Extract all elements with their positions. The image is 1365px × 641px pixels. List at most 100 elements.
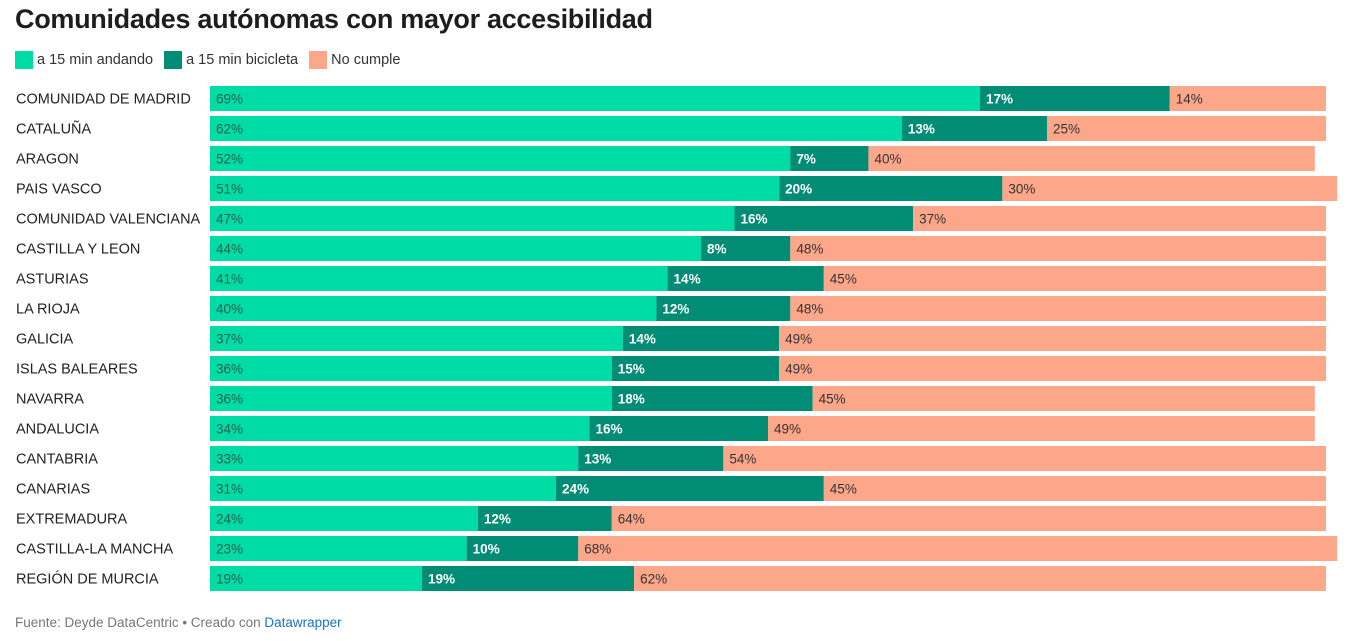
bar-segment-none xyxy=(823,476,1326,501)
category-label: CASTILLA Y LEON xyxy=(16,242,140,258)
bar-segment-none xyxy=(578,536,1338,561)
bar-segment-walk xyxy=(210,206,735,231)
bar-segment-bike xyxy=(622,326,780,351)
data-label-none: 54% xyxy=(729,452,756,467)
data-label-walk: 47% xyxy=(216,212,243,227)
data-label-bike: 10% xyxy=(473,542,500,557)
data-label-walk: 40% xyxy=(216,302,243,317)
chart-title: Comunidades autónomas con mayor accesibi… xyxy=(15,4,653,34)
bar-segment-none xyxy=(723,446,1326,471)
legend-label-bike: a 15 min bicicleta xyxy=(186,52,299,68)
data-label-bike: 8% xyxy=(707,242,727,257)
footer: Fuente: Deyde DataCentric • Creado con D… xyxy=(15,615,342,630)
bar-segment-bike xyxy=(667,266,824,291)
bar-row: ANDALUCIA 34% 16% 49% xyxy=(16,416,1315,441)
bar-segment-bike xyxy=(980,86,1170,111)
bar-row: REGIÓN DE MURCIA 19% 19% 62% xyxy=(16,566,1326,591)
data-label-none: 64% xyxy=(618,512,645,527)
data-label-bike: 14% xyxy=(674,272,701,287)
data-label-bike: 24% xyxy=(562,482,589,497)
data-label-walk: 36% xyxy=(216,392,243,407)
bar-segment-walk xyxy=(210,386,612,411)
bar-segment-bike xyxy=(656,296,791,321)
bar-segment-none xyxy=(812,386,1315,411)
legend-item-walk: a 15 min andando xyxy=(15,51,153,69)
data-label-walk: 69% xyxy=(216,92,243,107)
bar-segment-walk xyxy=(210,536,467,561)
bar-row: ISLAS BALEARES 36% 15% 49% xyxy=(16,356,1326,381)
bar-segment-walk xyxy=(210,116,902,141)
data-label-bike: 16% xyxy=(741,212,768,227)
data-label-none: 62% xyxy=(640,572,667,587)
bar-segment-walk xyxy=(210,476,556,501)
data-label-none: 14% xyxy=(1176,92,1203,107)
bar-segment-bike xyxy=(589,416,768,441)
data-label-none: 45% xyxy=(819,392,846,407)
data-label-bike: 12% xyxy=(484,512,511,527)
category-label: PAIS VASCO xyxy=(16,182,102,198)
category-label: COMUNIDAD VALENCIANA xyxy=(16,212,201,228)
datawrapper-link[interactable]: Datawrapper xyxy=(264,615,342,630)
data-label-walk: 62% xyxy=(216,122,243,137)
bar-segment-walk xyxy=(210,146,791,171)
bar-segment-walk xyxy=(210,236,702,261)
bar-segment-none xyxy=(790,296,1326,321)
data-label-bike: 15% xyxy=(618,362,645,377)
data-label-walk: 37% xyxy=(216,332,243,347)
category-label: ISLAS BALEARES xyxy=(16,362,138,378)
data-label-bike: 17% xyxy=(986,92,1013,107)
data-label-none: 30% xyxy=(1008,182,1035,197)
category-label: COMUNIDAD DE MADRID xyxy=(16,92,191,108)
bar-row: CANTABRIA 33% 13% 54% xyxy=(16,446,1326,471)
bar-row: CASTILLA-LA MANCHA 23% 10% 68% xyxy=(16,536,1338,561)
bar-segment-walk xyxy=(210,296,657,321)
legend-swatch-walk xyxy=(15,51,33,69)
data-label-bike: 20% xyxy=(785,182,812,197)
data-label-bike: 16% xyxy=(595,422,622,437)
bar-segment-bike xyxy=(555,476,824,501)
bar-segment-walk xyxy=(210,506,478,531)
bar-segment-bike xyxy=(477,506,612,531)
bar-row: COMUNIDAD DE MADRID 69% 17% 14% xyxy=(16,86,1326,111)
bar-segment-bike xyxy=(611,356,780,381)
bar-segment-bike xyxy=(611,386,813,411)
legend-item-bike: a 15 min bicicleta xyxy=(164,51,298,69)
data-label-none: 48% xyxy=(796,302,823,317)
category-label: CANARIAS xyxy=(16,482,90,498)
data-label-walk: 44% xyxy=(216,242,243,257)
legend-label-walk: a 15 min andando xyxy=(37,52,154,68)
data-label-walk: 41% xyxy=(216,272,243,287)
bar-segment-bike xyxy=(466,536,579,561)
bar-segment-walk xyxy=(210,566,423,591)
bar-row: EXTREMADURA 24% 12% 64% xyxy=(16,506,1326,531)
data-label-bike: 19% xyxy=(428,572,455,587)
data-label-bike: 14% xyxy=(629,332,656,347)
category-label: ARAGON xyxy=(16,152,79,168)
data-label-none: 49% xyxy=(785,362,812,377)
data-label-bike: 13% xyxy=(908,122,935,137)
data-label-walk: 36% xyxy=(216,362,243,377)
bar-row: CASTILLA Y LEON 44% 8% 48% xyxy=(16,236,1326,261)
data-label-none: 25% xyxy=(1053,122,1080,137)
data-label-none: 48% xyxy=(796,242,823,257)
data-label-none: 49% xyxy=(774,422,801,437)
category-label: NAVARRA xyxy=(16,392,84,408)
legend-swatch-bike xyxy=(164,51,183,69)
legend-item-none: No cumple xyxy=(309,51,400,69)
bar-segment-none xyxy=(768,416,1315,441)
bar-segment-none xyxy=(611,506,1326,531)
data-label-walk: 33% xyxy=(216,452,243,467)
bar-segment-walk xyxy=(210,266,668,291)
data-label-walk: 51% xyxy=(216,182,243,197)
bar-segment-none xyxy=(779,326,1326,351)
stacked-bar-chart: COMUNIDAD DE MADRID 69% 17% 14% CATALUÑA 62% 1… xyxy=(16,86,1338,591)
bar-segment-none xyxy=(790,236,1326,261)
legend-label-none: No cumple xyxy=(331,52,401,68)
data-label-bike: 13% xyxy=(584,452,611,467)
data-label-bike: 7% xyxy=(796,152,816,167)
bar-segment-walk xyxy=(210,86,981,111)
bar-row: GALICIA 37% 14% 49% xyxy=(16,326,1326,351)
category-label: CATALUÑA xyxy=(16,121,92,138)
bar-segment-none xyxy=(913,206,1326,231)
footer-source: Fuente: Deyde DataCentric • Creado con xyxy=(15,615,265,630)
